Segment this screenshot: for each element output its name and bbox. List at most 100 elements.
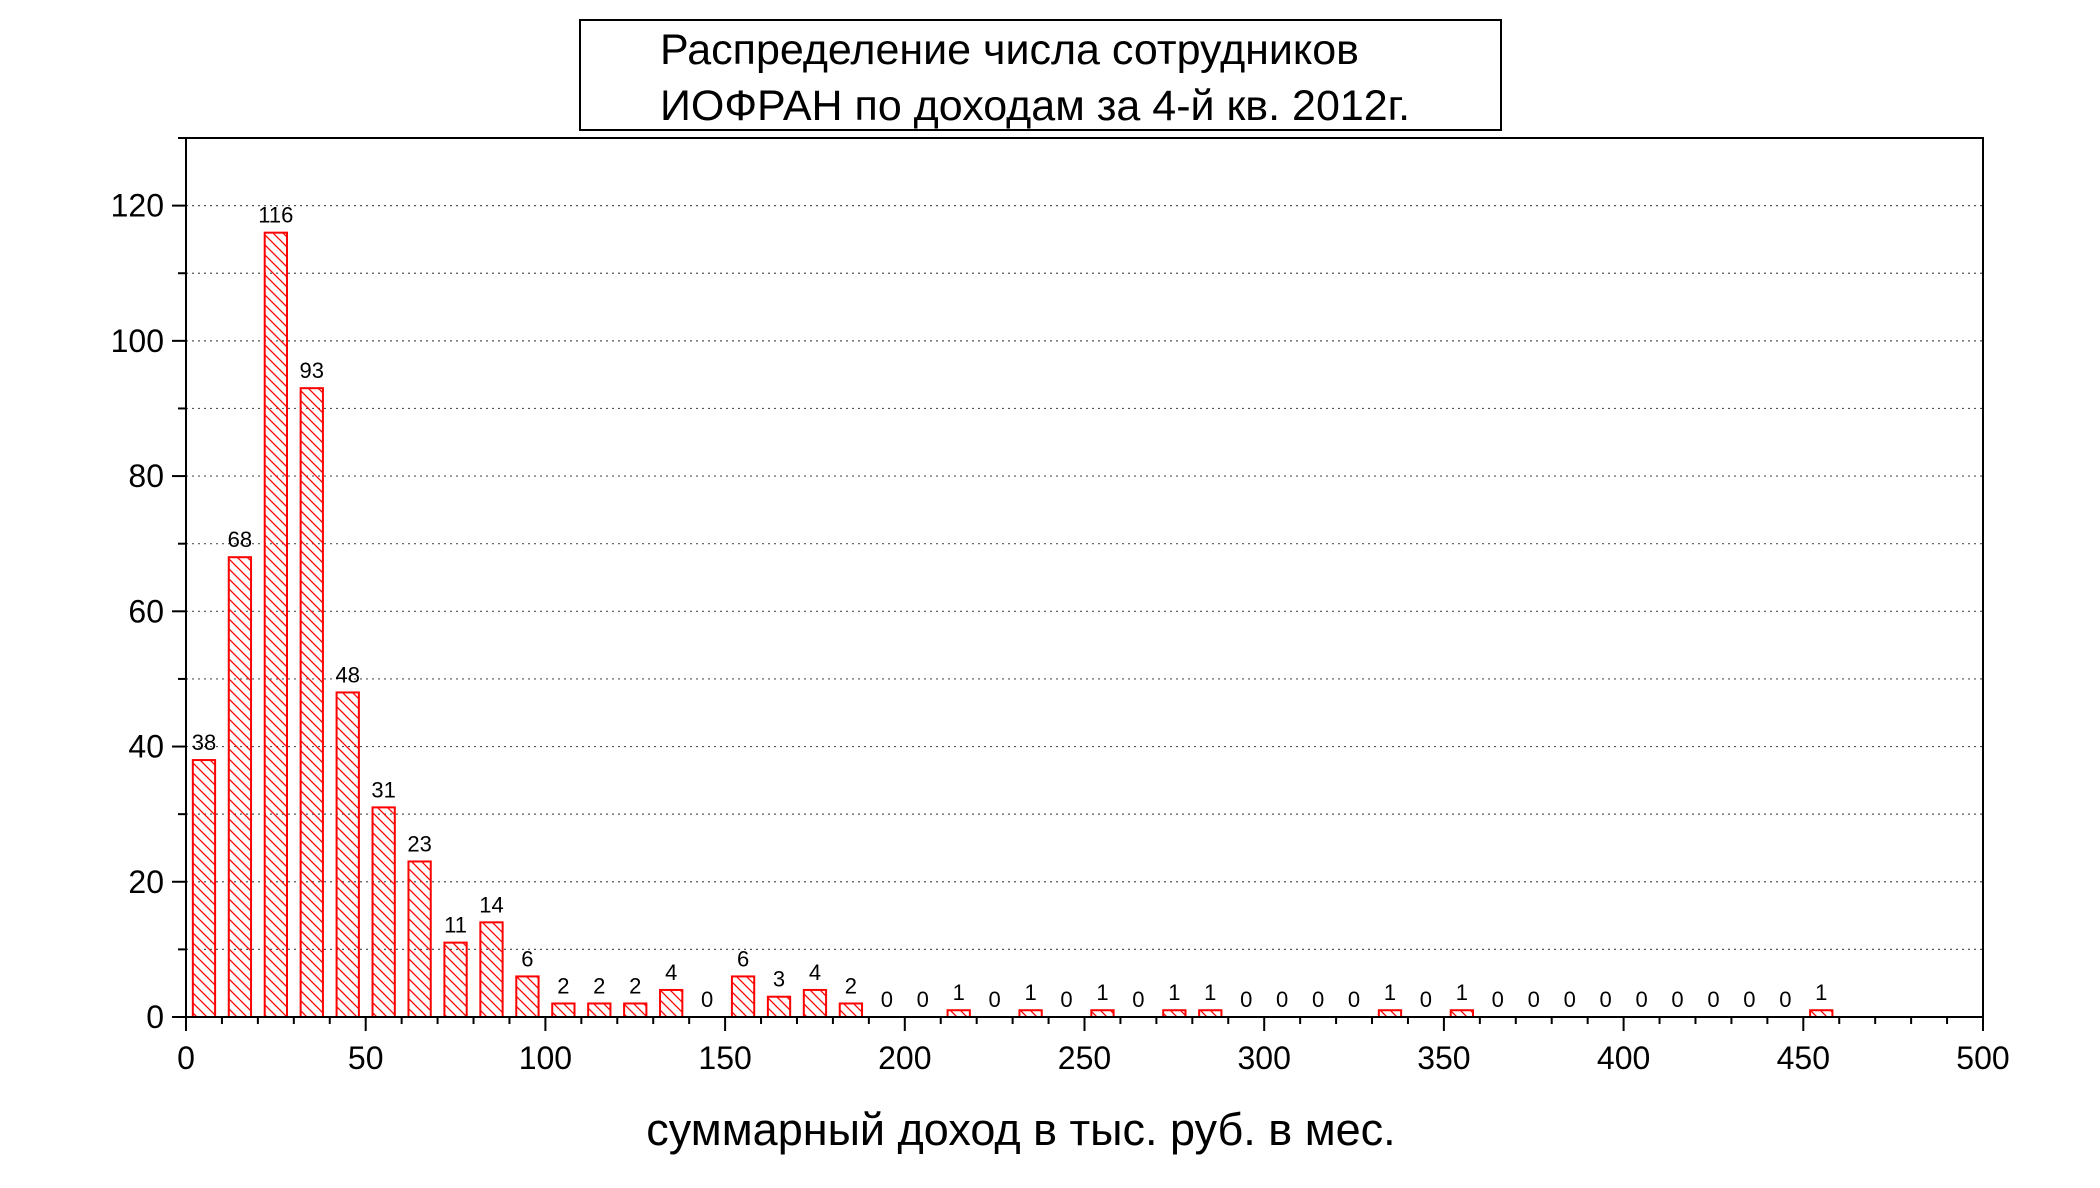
x-tick-label: 150 (698, 1040, 751, 1076)
chart-title-line-1: Распределение числа сотрудников (660, 26, 1359, 74)
bar-value-label: 2 (557, 973, 569, 998)
bars (191, 231, 1834, 1019)
bar (1809, 1009, 1834, 1019)
bar (1018, 1009, 1043, 1019)
bar-value-label: 1 (953, 980, 965, 1005)
grid-lines (186, 205, 1983, 950)
y-tick-label: 60 (128, 593, 164, 629)
y-tick-label: 120 (111, 188, 164, 224)
bar-value-label: 0 (1132, 987, 1144, 1012)
x-tick-label: 0 (177, 1040, 195, 1076)
x-axis-title: суммарный доход в тыс. руб. в мес. (646, 1104, 1395, 1155)
bar-value-label: 0 (1779, 987, 1791, 1012)
bar (1449, 1009, 1475, 1019)
bar-value-label: 0 (1528, 987, 1540, 1012)
bar-value-label: 4 (809, 960, 821, 985)
bar-value-label: 1 (1384, 980, 1396, 1005)
bar-value-label: 0 (917, 987, 929, 1012)
chart-title-line-2: ИОФРАН по доходам за 4-й кв. 2012г. (660, 82, 1410, 130)
x-tick-label: 50 (348, 1040, 384, 1076)
y-tick-label: 100 (111, 323, 164, 359)
bar (946, 1009, 971, 1019)
bar-value-label: 0 (1600, 987, 1612, 1012)
bar-value-label: 14 (479, 892, 503, 917)
bar-value-label: 93 (300, 358, 324, 383)
bar-value-label: 0 (1671, 987, 1683, 1012)
bar-value-label: 0 (1492, 987, 1504, 1012)
bar-value-label: 6 (521, 946, 533, 971)
bar-value-label: 11 (444, 913, 467, 938)
bar (551, 1002, 576, 1019)
bar (730, 975, 756, 1019)
bar-value-label: 116 (258, 203, 293, 228)
bar (263, 231, 288, 1018)
x-tick-label: 350 (1417, 1040, 1470, 1076)
plot-frame (185, 137, 1984, 1018)
bar (335, 691, 360, 1018)
bar (443, 941, 468, 1018)
bar (1377, 1009, 1403, 1019)
bar (1198, 1009, 1223, 1019)
bar (587, 1002, 612, 1019)
bar-value-label: 0 (1276, 987, 1288, 1012)
bar-value-label: 23 (407, 831, 431, 856)
bar-value-label: 4 (665, 960, 677, 985)
bar-value-label: 1 (1168, 980, 1180, 1005)
bar-value-label: 1 (1096, 980, 1108, 1005)
bar-value-label: 2 (593, 973, 605, 998)
bar-value-label: 68 (228, 527, 252, 552)
bar-value-label: 38 (192, 730, 216, 755)
bar-value-label: 0 (1312, 987, 1324, 1012)
title-box (579, 19, 1502, 131)
bar (299, 387, 324, 1018)
x-tick-label: 250 (1058, 1040, 1111, 1076)
bar-value-label: 0 (701, 987, 713, 1012)
bar (766, 995, 792, 1019)
x-tick-label: 500 (1956, 1040, 2009, 1076)
bar (515, 975, 540, 1019)
bar-value-label: 48 (335, 662, 359, 687)
bar-value-label: 31 (371, 777, 395, 802)
x-tick-label: 200 (878, 1040, 931, 1076)
bar-value-label: 3 (773, 967, 785, 992)
bar-value-label: 1 (1456, 980, 1468, 1005)
bar-value-label: 0 (1060, 987, 1072, 1012)
x-tick-label: 300 (1238, 1040, 1291, 1076)
bar-value-label: 1 (1815, 980, 1827, 1005)
bar (623, 1002, 648, 1019)
bar (479, 921, 504, 1018)
bar (838, 1002, 864, 1019)
bar-value-label: 0 (1707, 987, 1719, 1012)
bar-value-label: 0 (1743, 987, 1755, 1012)
y-tick-label: 20 (128, 864, 164, 900)
bar (371, 806, 396, 1019)
bar-value-label: 1 (1204, 980, 1216, 1005)
bar-value-label: 2 (629, 973, 641, 998)
bar-value-label: 0 (989, 987, 1001, 1012)
bar-value-label: 0 (1635, 987, 1647, 1012)
bar-value-label: 0 (1240, 987, 1252, 1012)
x-tick-label: 450 (1777, 1040, 1830, 1076)
bar (802, 988, 828, 1019)
bar (659, 988, 684, 1019)
y-tick-label: 0 (146, 999, 164, 1035)
bar (227, 556, 253, 1018)
bar (1090, 1009, 1115, 1019)
x-tick-label: 100 (519, 1040, 572, 1076)
bar-value-label: 0 (1564, 987, 1576, 1012)
y-tick-label: 80 (128, 458, 164, 494)
bar (1162, 1009, 1187, 1019)
bar-value-label: 0 (1348, 987, 1360, 1012)
y-tick-label: 40 (128, 729, 164, 765)
bar (191, 759, 217, 1018)
bar (407, 860, 432, 1018)
x-tick-label: 400 (1597, 1040, 1650, 1076)
bar-value-label: 1 (1024, 980, 1036, 1005)
bar-value-label: 6 (737, 946, 749, 971)
bar-value-label: 0 (881, 987, 893, 1012)
bar-value-label: 2 (845, 973, 857, 998)
bar-value-label: 0 (1420, 987, 1432, 1012)
